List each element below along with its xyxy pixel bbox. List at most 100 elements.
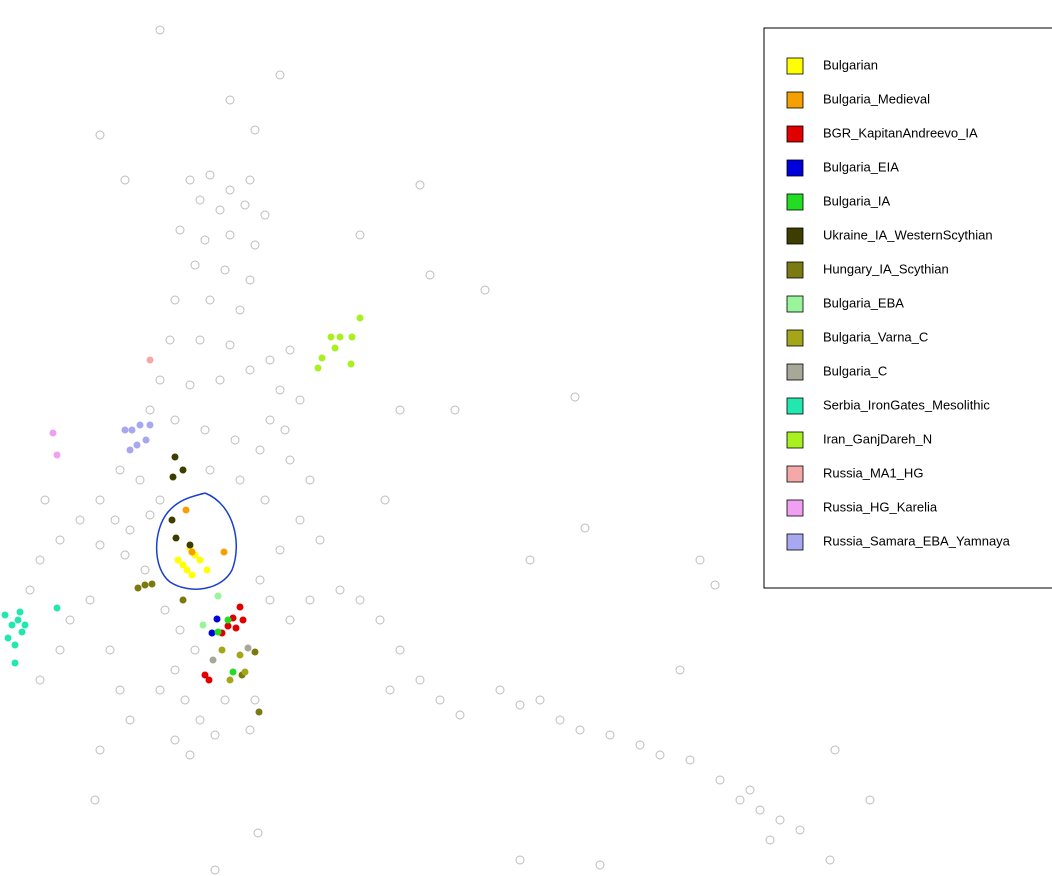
- background-point: [415, 180, 425, 190]
- point: [348, 333, 356, 341]
- legend-swatch: [786, 431, 804, 449]
- point: [201, 671, 209, 679]
- background-point: [200, 425, 210, 435]
- point: [169, 473, 177, 481]
- background-point: [185, 380, 195, 390]
- background-point: [220, 265, 230, 275]
- point: [182, 506, 190, 514]
- background-point: [120, 550, 130, 560]
- background-point: [425, 270, 435, 280]
- background-point: [245, 175, 255, 185]
- legend-swatch: [786, 91, 804, 109]
- background-point: [715, 775, 725, 785]
- point: [232, 624, 240, 632]
- background-point: [140, 565, 150, 575]
- background-point: [285, 455, 295, 465]
- background-point: [225, 230, 235, 240]
- point: [327, 333, 335, 341]
- background-point: [395, 405, 405, 415]
- legend-label: Russia_HG_Karelia: [823, 499, 938, 514]
- point: [14, 616, 22, 624]
- point: [224, 622, 232, 630]
- background-point: [655, 750, 665, 760]
- background-point: [225, 340, 235, 350]
- point: [148, 580, 156, 588]
- background-point: [245, 365, 255, 375]
- point: [136, 421, 144, 429]
- background-point: [190, 645, 200, 655]
- background-point: [595, 860, 605, 870]
- background-point: [155, 375, 165, 385]
- background-point: [55, 535, 65, 545]
- background-point: [435, 695, 445, 705]
- background-point: [95, 495, 105, 505]
- background-point: [865, 795, 875, 805]
- background-point: [200, 235, 210, 245]
- point: [188, 548, 196, 556]
- point: [171, 453, 179, 461]
- legend: Bulgarian Bulgaria_Medieval BGR_KapitanAnd…: [763, 27, 1052, 589]
- background-point: [375, 615, 385, 625]
- background-point: [795, 825, 805, 835]
- point: [314, 364, 322, 372]
- point: [229, 668, 237, 676]
- background-point: [25, 585, 35, 595]
- background-point: [745, 785, 755, 795]
- point: [196, 556, 204, 564]
- point: [11, 641, 19, 649]
- background-point: [170, 735, 180, 745]
- background-point: [175, 225, 185, 235]
- point: [209, 656, 217, 664]
- legend-box: [763, 27, 1052, 589]
- point: [126, 446, 134, 454]
- legend-swatch: [786, 227, 804, 245]
- background-point: [260, 495, 270, 505]
- background-point: [775, 815, 785, 825]
- legend-swatch: [786, 261, 804, 279]
- point: [203, 566, 211, 574]
- background-point: [250, 125, 260, 135]
- background-point: [605, 730, 615, 740]
- background-point: [250, 695, 260, 705]
- background-point: [285, 615, 295, 625]
- point: [8, 621, 16, 629]
- point: [21, 621, 29, 629]
- background-point: [110, 515, 120, 525]
- background-point: [385, 685, 395, 695]
- point: [218, 646, 226, 654]
- legend-swatch: [786, 363, 804, 381]
- background-point: [570, 392, 580, 402]
- background-point: [155, 25, 165, 35]
- background-point: [685, 755, 695, 765]
- background-point: [95, 745, 105, 755]
- background-point: [240, 200, 250, 210]
- background-point: [245, 725, 255, 735]
- point: [172, 534, 180, 542]
- legend-swatch: [786, 533, 804, 551]
- background-point: [825, 855, 835, 865]
- background-point: [355, 595, 365, 605]
- point: [236, 603, 244, 611]
- legend-swatch: [786, 465, 804, 483]
- background-point: [285, 345, 295, 355]
- legend-label: Iran_GanjDareh_N: [823, 431, 932, 446]
- point: [53, 451, 61, 459]
- background-point: [355, 230, 365, 240]
- legend-label: Bulgaria_IA: [823, 193, 891, 208]
- legend-label: Bulgaria_Medieval: [823, 91, 930, 106]
- background-point: [225, 95, 235, 105]
- background-point: [250, 240, 260, 250]
- background-point: [75, 515, 85, 525]
- point: [239, 616, 247, 624]
- background-point: [190, 260, 200, 270]
- background-point: [255, 445, 265, 455]
- legend-label: Bulgaria_C: [823, 363, 887, 378]
- background-point: [515, 700, 525, 710]
- background-point: [235, 305, 245, 315]
- background-point: [85, 595, 95, 605]
- point: [179, 561, 187, 569]
- points: [1, 25, 875, 875]
- point: [186, 541, 194, 549]
- background-point: [180, 695, 190, 705]
